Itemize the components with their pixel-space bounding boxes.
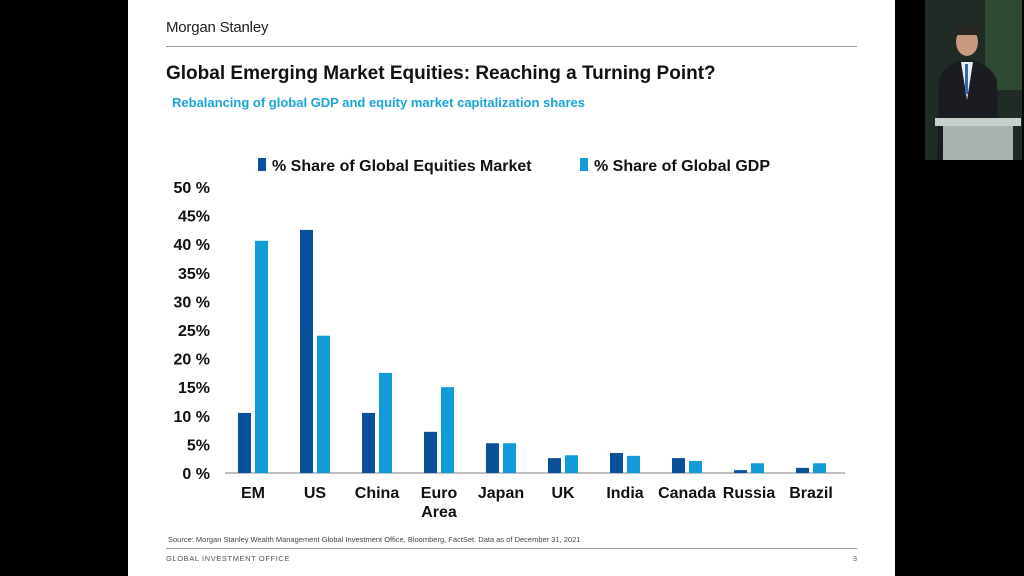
bar-gdp [751, 463, 764, 473]
speaker-figure [925, 0, 1022, 160]
y-tick-label: 10 % [174, 409, 210, 426]
bar-gdp [565, 455, 578, 473]
bar-equities [238, 412, 251, 473]
slide: Morgan Stanley Global Emerging Market Eq… [128, 0, 895, 576]
x-tick-label: EM [241, 485, 265, 502]
x-tick-label: UK [551, 485, 575, 502]
bar-equities [424, 431, 437, 473]
y-tick-label: 40 % [174, 237, 210, 254]
x-tick-label: India [606, 485, 643, 502]
bar-gdp [627, 455, 640, 473]
y-tick-label: 15% [178, 380, 210, 397]
slide-subtitle: Rebalancing of global GDP and equity mar… [172, 95, 585, 110]
y-tick-label: 45% [178, 209, 210, 226]
bar-equities [548, 458, 561, 473]
legend-label: % Share of Global GDP [594, 158, 770, 175]
x-tick-label: Canada [658, 485, 716, 502]
bar-equities [610, 452, 623, 473]
x-tick-label: China [355, 485, 400, 502]
bar-gdp [379, 372, 392, 473]
slide-title: Global Emerging Market Equities: Reachin… [166, 63, 716, 84]
legend-label: % Share of Global Equities Market [272, 158, 532, 175]
bar-equities [300, 229, 313, 473]
y-tick-label: 0 % [182, 466, 210, 483]
bar-gdp [689, 460, 702, 473]
bar-chart: 0 % 5% 10 % 15% 20 % 25% 30 % 35% 40 % 45% 50 % EM U… [174, 158, 845, 521]
x-tick-label: Japan [478, 485, 524, 502]
brand-logo: Morgan Stanley [166, 19, 269, 36]
legend-swatch [580, 158, 588, 171]
x-tick-label: Area [421, 504, 457, 521]
bar-equities [486, 443, 499, 473]
speaker-video [925, 0, 1022, 160]
footer-divider [166, 548, 857, 549]
bar-gdp [255, 240, 268, 473]
y-tick-label: 20 % [174, 352, 210, 369]
footer-text: GLOBAL INVESTMENT OFFICE [166, 554, 291, 563]
x-tick-label: Brazil [789, 485, 833, 502]
y-tick-label: 5% [187, 437, 210, 454]
x-tick-label: Euro [421, 485, 458, 502]
legend-swatch [258, 158, 266, 171]
y-tick-label: 30 % [174, 294, 210, 311]
bar-gdp [503, 443, 516, 473]
y-tick-label: 35% [178, 266, 210, 283]
bar-equities [362, 412, 375, 473]
bar-gdp [813, 463, 826, 473]
bar-gdp [317, 335, 330, 473]
bar-equities [672, 458, 685, 473]
x-tick-label: Russia [723, 485, 776, 502]
bar-equities [796, 467, 809, 473]
bar-gdp [441, 387, 454, 473]
source-note: Source: Morgan Stanley Wealth Management… [168, 535, 581, 544]
header-divider [166, 46, 857, 47]
page-number: 3 [852, 554, 857, 563]
bar-equities [734, 470, 747, 473]
x-tick-label: US [304, 485, 327, 502]
y-tick-label: 25% [178, 323, 210, 340]
y-tick-label: 50 % [174, 180, 210, 197]
